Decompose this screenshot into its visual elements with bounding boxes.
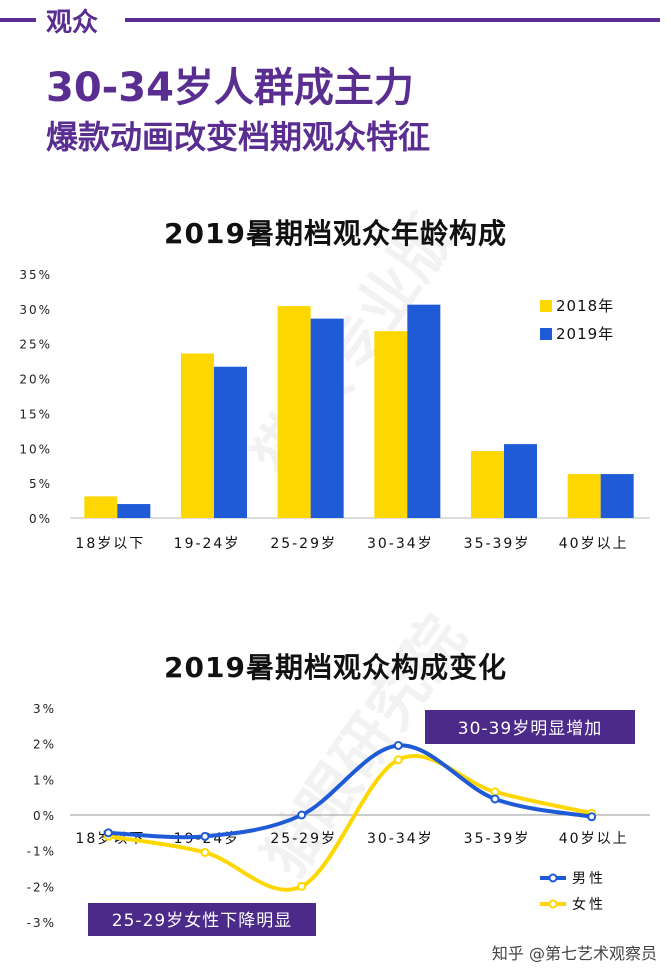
line-y-tick-label: 0% bbox=[33, 809, 56, 823]
callout-text-increase: 30-39岁明显增加 bbox=[458, 719, 602, 739]
bar-y-tick-label: 15% bbox=[19, 407, 52, 421]
line-chart-title: 2019暑期档观众构成变化 bbox=[164, 651, 507, 684]
header-rule-right bbox=[125, 18, 660, 22]
legend-label: 2019年 bbox=[556, 325, 614, 343]
bar-2018 bbox=[567, 474, 601, 518]
legend-swatch bbox=[540, 300, 552, 312]
bar-2019 bbox=[504, 444, 537, 518]
line-chart: 3%2%1%0%-1%-2%-3%18岁以下19-24岁25-29岁30-34岁… bbox=[27, 702, 650, 936]
data-point bbox=[490, 794, 500, 804]
data-point bbox=[490, 787, 500, 797]
bar-y-tick-label: 5% bbox=[29, 477, 52, 491]
bar-2018 bbox=[277, 306, 311, 518]
line-x-tick-label: 40岁以上 bbox=[559, 831, 629, 847]
line-x-tick-label: 35-39岁 bbox=[464, 831, 531, 847]
bar-x-tick-label: 30-34岁 bbox=[367, 536, 434, 552]
bar-x-tick-label: 18岁以下 bbox=[75, 536, 145, 552]
callout-box-decrease bbox=[88, 903, 316, 936]
section-header: 观众 bbox=[0, 0, 671, 40]
line-x-tick-label: 30-34岁 bbox=[367, 831, 434, 847]
legend-marker bbox=[548, 899, 558, 909]
bar-y-tick-label: 10% bbox=[19, 442, 52, 456]
footer-credit: 知乎 @第七艺术观察员 bbox=[491, 944, 657, 963]
legend-label: 2018年 bbox=[556, 297, 614, 315]
bar-chart-title: 2019暑期档观众年龄构成 bbox=[164, 217, 507, 250]
bar-chart: 0% 5% 10% 15% 20% 25% 30% 35% 18岁以下 19-24岁 25-29岁 3… bbox=[19, 268, 650, 552]
legend-label: 男性 bbox=[572, 871, 606, 887]
callout-box-increase bbox=[425, 710, 635, 744]
data-point bbox=[393, 755, 403, 765]
line-y-tick-label: -2% bbox=[27, 880, 56, 894]
line-y-tick-label: -1% bbox=[27, 845, 56, 859]
bar-2019 bbox=[214, 366, 247, 518]
data-point bbox=[297, 881, 307, 891]
data-point bbox=[103, 828, 113, 838]
header-rule-left bbox=[0, 18, 36, 22]
line-x-tick-label: 25-29岁 bbox=[270, 831, 337, 847]
data-point bbox=[200, 847, 210, 857]
section-label: 观众 bbox=[46, 8, 99, 38]
bar-2019 bbox=[117, 504, 151, 518]
legend-label: 女性 bbox=[572, 896, 606, 913]
bar-y-tick-label: 20% bbox=[19, 373, 52, 387]
legend-marker bbox=[548, 873, 558, 883]
bar-2018 bbox=[84, 496, 118, 518]
line-y-tick-label: 2% bbox=[33, 738, 56, 752]
line-y-tick-label: -3% bbox=[27, 916, 56, 930]
bar-2019 bbox=[600, 474, 634, 518]
legend-swatch bbox=[540, 328, 552, 340]
bar-2019 bbox=[310, 318, 344, 518]
data-point bbox=[200, 831, 210, 841]
callout-text-decrease: 25-29岁女性下降明显 bbox=[112, 911, 292, 931]
bar-2019 bbox=[407, 304, 441, 518]
bar-2018 bbox=[181, 353, 214, 518]
bar-x-tick-label: 40岁以上 bbox=[559, 536, 629, 552]
bar-y-tick-label: 35% bbox=[19, 268, 52, 282]
bar-2018 bbox=[471, 451, 504, 518]
bar-y-tick-label: 0% bbox=[29, 512, 52, 526]
headline: 30-34岁人群成主力 bbox=[46, 65, 414, 111]
data-point bbox=[297, 810, 307, 820]
subheadline: 爆款动画改变档期观众特征 bbox=[46, 118, 431, 156]
data-point bbox=[393, 740, 403, 750]
data-point bbox=[587, 812, 597, 822]
bar-x-tick-label: 25-29岁 bbox=[270, 536, 337, 552]
bar-y-tick-label: 30% bbox=[19, 303, 52, 317]
line-y-tick-label: 3% bbox=[33, 702, 56, 716]
bar-x-tick-label: 35-39岁 bbox=[464, 536, 531, 552]
line-y-tick-label: 1% bbox=[33, 773, 56, 787]
bar-x-tick-label: 19-24岁 bbox=[174, 536, 241, 552]
bar-2018 bbox=[374, 331, 408, 518]
bar-y-tick-label: 25% bbox=[19, 338, 52, 352]
